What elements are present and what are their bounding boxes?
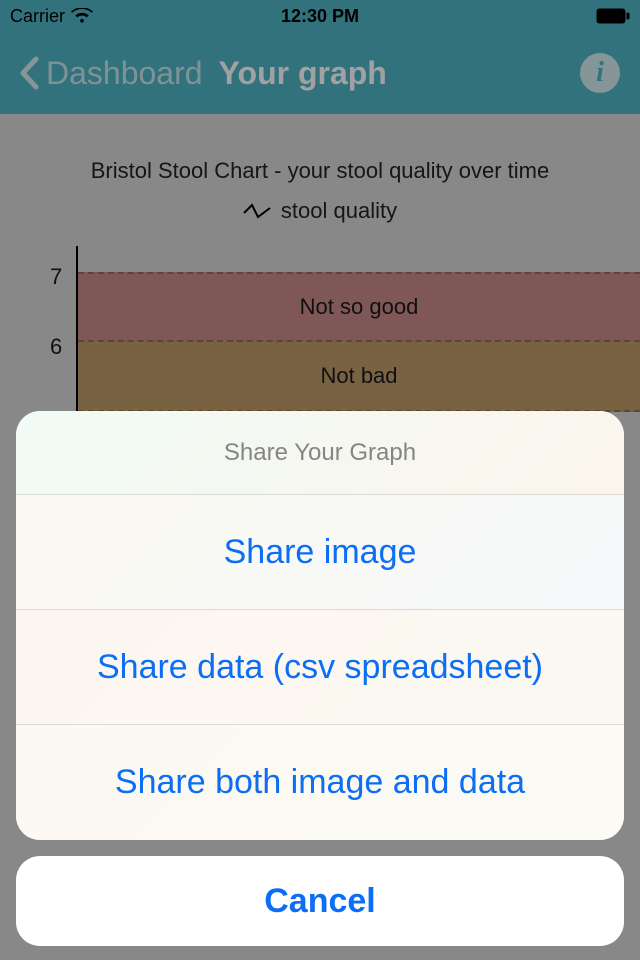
share-data-button[interactable]: Share data (csv spreadsheet)	[16, 610, 624, 725]
screen: Carrier 12:30 PM Dashboard Your graph i …	[0, 0, 640, 960]
share-both-button[interactable]: Share both image and data	[16, 725, 624, 840]
action-sheet-title: Share Your Graph	[16, 411, 624, 495]
action-sheet-panel: Share Your Graph Share image Share data …	[16, 411, 624, 840]
action-sheet: Share Your Graph Share image Share data …	[16, 411, 624, 946]
cancel-button[interactable]: Cancel	[16, 856, 624, 946]
share-image-button[interactable]: Share image	[16, 495, 624, 610]
